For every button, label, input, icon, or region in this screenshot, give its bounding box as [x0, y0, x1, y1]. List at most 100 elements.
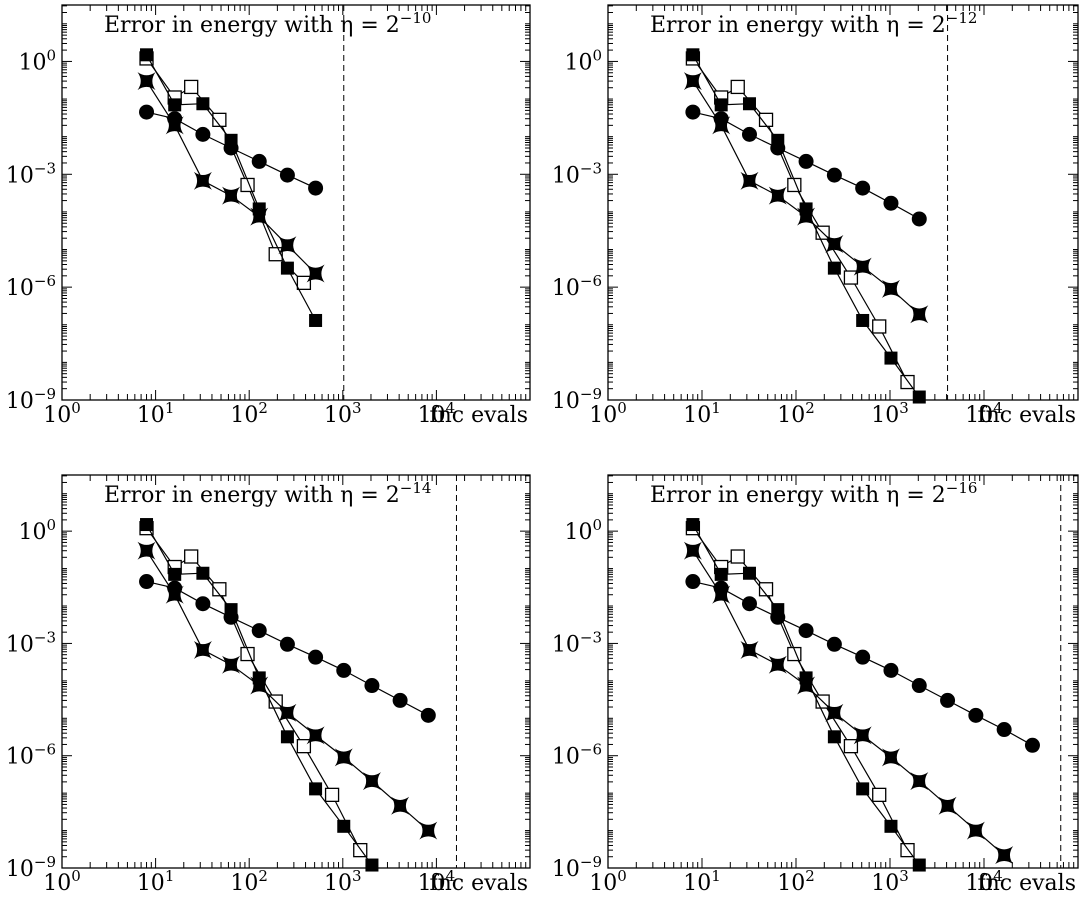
y-tick-label: 100 — [18, 516, 56, 545]
data-point — [362, 772, 381, 791]
data-point — [827, 261, 841, 275]
data-point — [798, 153, 814, 169]
data-point — [222, 186, 241, 205]
data-point — [140, 48, 154, 62]
x-tick-label: 101 — [137, 867, 175, 896]
series-line — [145, 550, 429, 832]
data-point — [279, 167, 295, 183]
data-point — [825, 703, 844, 722]
x-tick-label: 100 — [43, 399, 81, 428]
x-axis-label: fnc evals — [429, 871, 528, 896]
data-point — [884, 819, 898, 833]
plot-frame — [607, 4, 1079, 401]
data-point — [139, 104, 155, 120]
data-point — [184, 549, 199, 564]
y-tick-label: 10−6 — [6, 741, 56, 770]
data-point — [336, 662, 352, 678]
data-point — [883, 662, 899, 678]
x-axis-label: fnc evals — [977, 871, 1076, 896]
data-point — [224, 133, 238, 147]
data-point — [825, 235, 844, 254]
data-point — [996, 722, 1012, 738]
data-point — [872, 787, 887, 803]
data-point — [391, 796, 410, 815]
data-point — [324, 787, 340, 803]
plot-frame — [61, 474, 531, 869]
y-tick-label: 10−3 — [6, 159, 56, 188]
x-tick-label: 101 — [683, 399, 721, 428]
x-tick-label: 103 — [871, 399, 909, 428]
data-point — [968, 707, 984, 723]
data-point — [768, 186, 787, 205]
series-filled-square — [686, 518, 926, 872]
data-point — [855, 180, 871, 196]
series-line — [692, 550, 1005, 856]
data-point — [884, 351, 898, 365]
data-point — [337, 819, 351, 833]
series-filled-square — [140, 48, 323, 327]
data-point — [740, 640, 759, 659]
data-point — [912, 858, 926, 872]
data-point — [212, 582, 227, 597]
data-point — [911, 211, 927, 227]
data-point — [741, 596, 757, 612]
plot-frame — [61, 4, 531, 401]
data-point — [797, 676, 816, 695]
data-point — [742, 97, 756, 111]
data-point — [137, 72, 156, 91]
data-point — [685, 574, 701, 590]
data-point — [365, 858, 379, 872]
data-point — [250, 676, 269, 695]
data-point — [309, 782, 323, 796]
series-filled-circle — [685, 574, 1040, 753]
data-point — [685, 104, 701, 120]
data-point — [758, 112, 774, 127]
chart-title: Error in energy with η = 2−12 — [650, 9, 977, 38]
data-point — [140, 518, 154, 532]
y-tick-label: 10−9 — [6, 385, 56, 414]
data-point — [139, 574, 155, 590]
data-point — [306, 264, 325, 283]
x-tick-label: 100 — [43, 867, 81, 896]
data-point — [193, 171, 212, 190]
x-tick-label: 103 — [871, 867, 909, 896]
data-point — [740, 171, 759, 190]
data-point — [168, 98, 182, 112]
x-tick-label: 104 — [965, 867, 1003, 896]
x-tick-label: 104 — [965, 399, 1003, 428]
y-tick-label: 100 — [564, 516, 602, 545]
data-point — [826, 636, 842, 652]
data-point — [910, 772, 929, 791]
data-point — [771, 603, 785, 617]
chart-title: Error in energy with η = 2−14 — [104, 479, 431, 508]
x-tick-label: 103 — [324, 867, 362, 896]
data-point — [296, 275, 312, 291]
data-point — [912, 390, 926, 404]
data-point — [827, 730, 841, 744]
data-point — [280, 730, 294, 744]
chart-title: Error in energy with η = 2−16 — [650, 479, 977, 508]
y-tick-label: 10−6 — [552, 741, 602, 770]
x-tick-label: 102 — [777, 399, 815, 428]
x-tick-label: 102 — [777, 867, 815, 896]
data-point — [279, 636, 295, 652]
data-point — [251, 623, 267, 639]
data-point — [195, 126, 211, 142]
y-tick-label: 100 — [564, 46, 602, 75]
y-tick-label: 100 — [18, 46, 56, 75]
data-point — [334, 748, 353, 767]
data-point — [843, 739, 859, 754]
data-point — [137, 541, 156, 560]
data-point — [758, 582, 774, 597]
x-axis-label: fnc evals — [429, 403, 528, 428]
series-filled-circle — [139, 574, 436, 723]
data-point — [184, 79, 199, 95]
data-point — [855, 649, 871, 665]
plot-frame — [607, 474, 1079, 869]
data-point — [392, 692, 408, 708]
data-point — [296, 739, 312, 754]
data-point — [419, 821, 438, 840]
data-point — [714, 98, 728, 112]
